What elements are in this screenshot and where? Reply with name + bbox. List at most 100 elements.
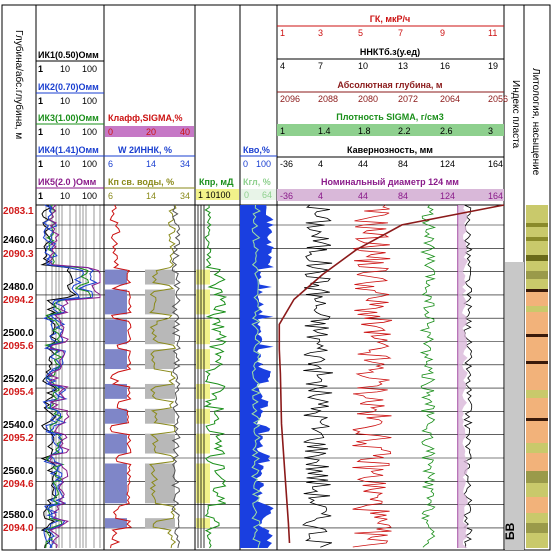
header-abs-tick: 2056 (488, 94, 508, 104)
header-kav-tick: 4 (318, 159, 323, 169)
depth-label: 2580.0 (3, 510, 34, 521)
curve-nnkt (302, 204, 333, 548)
header-ik1-tick: 100 (82, 64, 97, 74)
header-ik5-tick: 1 (38, 191, 43, 201)
reservoir-fill-klaff (105, 319, 127, 345)
litho-layer (526, 255, 548, 261)
header-ik5-tick: 100 (82, 191, 97, 201)
header-ik3-tick: 10 (60, 127, 70, 137)
curve-kpr (203, 204, 228, 549)
depth-label: 2540.0 (3, 420, 34, 431)
curve-kp (149, 204, 177, 549)
header-nnkt-tick: 10 (358, 61, 368, 71)
depth-label: 2560.0 (3, 466, 34, 477)
reservoir-fill-kpr (196, 349, 210, 370)
plast-label: БВ (503, 522, 517, 540)
header-sigma-tick: 3 (488, 126, 493, 136)
reservoir-fill-kpr (196, 518, 210, 529)
header-kav-tick: -36 (280, 159, 293, 169)
header-ik2-name: ИК2(0.70)Омм (38, 82, 99, 92)
header-ik2-tick: 100 (82, 96, 97, 106)
header-gk-tick: 3 (318, 28, 323, 38)
litho-layer (526, 292, 548, 306)
header-nnkt-tick: 16 (440, 61, 450, 71)
reservoir-fill-klaff (105, 383, 127, 399)
reservoir-fill-klaff (105, 289, 127, 315)
reservoir-fill-klaff (105, 463, 127, 504)
curve-ik2 (42, 204, 84, 549)
header-sigma-name: Плотность SIGMA, г/см3 (336, 112, 443, 122)
header-klaff-band (105, 126, 194, 137)
header-ik3-tick: 100 (82, 127, 97, 137)
header-nom-tick: 124 (440, 191, 455, 201)
header-nom-tick: 84 (398, 191, 408, 201)
depth-label: 2500.0 (3, 328, 34, 339)
header-gk-tick: 7 (398, 28, 403, 38)
reservoir-fill-kp (145, 269, 175, 285)
kvo-fill (240, 205, 274, 548)
header-ik4-tick: 100 (82, 159, 97, 169)
header-gk-tick: 9 (440, 28, 445, 38)
depth-label: 2094.6 (3, 479, 34, 490)
depth-label: 2094.0 (3, 523, 34, 534)
litho-layer (526, 334, 548, 337)
litho-layer (526, 241, 548, 255)
litho-layer (526, 418, 548, 421)
reservoir-fill-kpr (196, 269, 210, 285)
depth-label: 2520.0 (3, 374, 34, 385)
header-sigma-tick: 1 (280, 126, 285, 136)
header-kpr-ticks: 1 10100 (198, 190, 231, 200)
litho-layer (526, 279, 548, 289)
header-abs-tick: 2096 (280, 94, 300, 104)
header-gk-name: ГК, мкР/ч (370, 14, 411, 24)
header-ik4-name: ИК4(1.41)Омм (38, 145, 99, 155)
curve-w2innk (171, 204, 181, 549)
header-nom-tick: 44 (358, 191, 368, 201)
header-kgl-name: Кгл, % (243, 177, 271, 187)
header-kp-tick: 6 (108, 191, 113, 201)
header-ik2-tick: 1 (38, 96, 43, 106)
reservoir-fill-klaff (105, 408, 127, 424)
litho-layer (526, 523, 548, 533)
curve-ik4 (45, 204, 98, 549)
header-sigma-tick: 1.4 (318, 126, 331, 136)
header-nom-tick: -36 (280, 191, 293, 201)
reservoir-fill-kp (145, 408, 175, 424)
litho-layer (526, 205, 548, 223)
litho-layer (526, 261, 548, 271)
litho-title: Литология, насыщение (530, 68, 541, 176)
header-kav-tick: 124 (440, 159, 455, 169)
header-nnkt-tick: 4 (280, 61, 285, 71)
curve-ik1 (40, 204, 77, 549)
header-abs-tick: 2088 (318, 94, 338, 104)
litho-layer (526, 271, 548, 279)
header-gk-tick: 11 (488, 28, 497, 38)
litho-layer (526, 398, 548, 418)
depth-label: 2460.0 (3, 235, 34, 246)
litho-layer (526, 533, 548, 548)
litho-layer (526, 453, 548, 471)
plast-fill (505, 262, 524, 550)
header-abs-tick: 2080 (358, 94, 378, 104)
curve-ik5 (47, 204, 101, 549)
header-ik5-tick: 10 (60, 191, 70, 201)
header-nnkt-tick: 13 (398, 61, 408, 71)
header-sigma-tick: 2.2 (398, 126, 411, 136)
header-w2innk-tick: 14 (146, 159, 156, 169)
header-klaff-tick: 40 (180, 127, 190, 137)
header-nom-tick: 4 (318, 191, 323, 201)
reservoir-fill-kpr (196, 319, 210, 345)
header-kav-tick: 164 (488, 159, 503, 169)
header-ik3-name: ИК3(1.00)Омм (38, 113, 99, 123)
curve-klaff (109, 204, 132, 549)
header-nnkt-tick: 19 (488, 61, 498, 71)
header-kvo-tick: 0 (243, 159, 248, 169)
reservoir-fill-kpr (196, 289, 210, 315)
header-w2innk-tick: 6 (108, 159, 113, 169)
header-nom-band (277, 189, 504, 201)
litho-layer (526, 364, 548, 390)
reservoir-fill-kp (145, 518, 175, 529)
litho-layer (526, 312, 548, 334)
header-kgl-tick: 0 (244, 190, 249, 200)
depth-label: 2480.0 (3, 282, 34, 293)
